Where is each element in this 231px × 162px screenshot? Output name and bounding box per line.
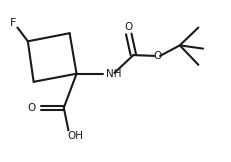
Text: O: O xyxy=(152,51,161,61)
Text: O: O xyxy=(124,22,132,32)
Text: F: F xyxy=(9,18,16,28)
Text: O: O xyxy=(27,103,35,113)
Text: NH: NH xyxy=(105,69,121,79)
Text: OH: OH xyxy=(67,131,83,141)
